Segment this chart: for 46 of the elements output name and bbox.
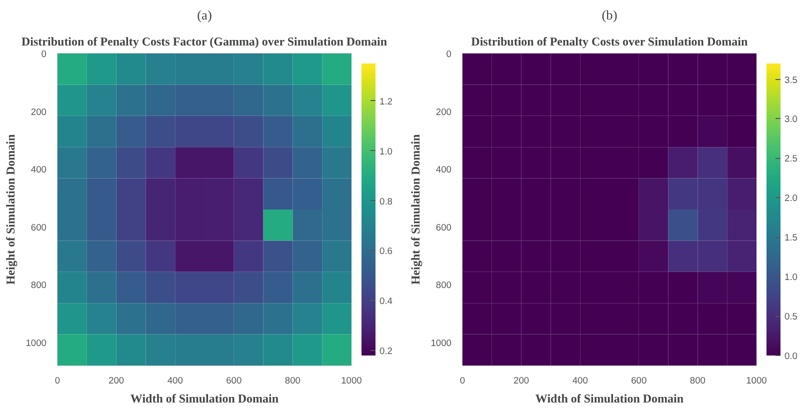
y-tick-label: 0 (41, 49, 47, 59)
y-tick-label: 1000 (26, 338, 47, 348)
x-tick-label: 0 (54, 376, 60, 386)
x-tick-label: 600 (631, 376, 647, 386)
color-bar-label: 1.0 (784, 272, 798, 282)
chart-title: Distribution of Penalty Costs Factor (Gamma) over Simulation Domain (22, 34, 388, 48)
color-bar-label: 1.2 (380, 96, 392, 106)
y-tick-label: 0 (446, 49, 452, 59)
color-bar-label: 0.2 (380, 346, 392, 356)
color-bar-label: 2.5 (784, 154, 798, 164)
x-tick-label: 800 (690, 376, 706, 386)
color-bar-label: 2.0 (784, 193, 798, 204)
x-tick-label: 1000 (746, 376, 767, 386)
x-tick-label: 400 (572, 376, 588, 386)
color-bar-label: 0.8 (380, 196, 392, 206)
x-tick-label: 1000 (341, 376, 362, 386)
y-tick-label: 600 (30, 222, 47, 232)
color-bar-label: 1.0 (380, 146, 392, 156)
y-tick-label: 800 (436, 280, 452, 290)
y-tick-label: 400 (30, 164, 47, 175)
y-axis-title: Height of Simulation Domain (408, 134, 423, 285)
text: (b) (602, 8, 618, 22)
y-tick-label: 400 (436, 164, 452, 175)
y-tick-label: 600 (436, 222, 452, 232)
y-tick-label: 200 (30, 106, 47, 117)
color-bar-label: 0.0 (784, 351, 798, 361)
x-tick-label: 400 (167, 376, 183, 386)
color-bar-label: 1.5 (784, 232, 798, 243)
color-bar-label: 0.5 (784, 312, 798, 322)
color-bar-label: 0.4 (380, 296, 392, 306)
y-tick-label: 1000 (430, 338, 452, 348)
x-tick-label: 0 (460, 376, 466, 386)
chart-title: Distribution of Penalty Costs over Simulation Domain (471, 34, 748, 48)
y-axis-title: Height of Simulation Domain (4, 134, 18, 285)
x-axis-title: Width of Simulation Domain (130, 392, 279, 406)
color-bar-label: 0.6 (380, 246, 392, 256)
y-tick-label: 200 (436, 106, 452, 117)
y-tick-label: 800 (30, 280, 47, 290)
x-tick-label: 200 (108, 376, 124, 386)
x-tick-label: 200 (514, 376, 530, 386)
color-bar-label: 3.5 (784, 74, 798, 85)
text: (a) (197, 8, 212, 22)
x-tick-label: 600 (226, 376, 242, 386)
x-tick-label: 800 (284, 376, 300, 386)
x-axis-title: Width of Simulation Domain (535, 392, 684, 406)
color-bar-label: 3.0 (784, 114, 798, 124)
